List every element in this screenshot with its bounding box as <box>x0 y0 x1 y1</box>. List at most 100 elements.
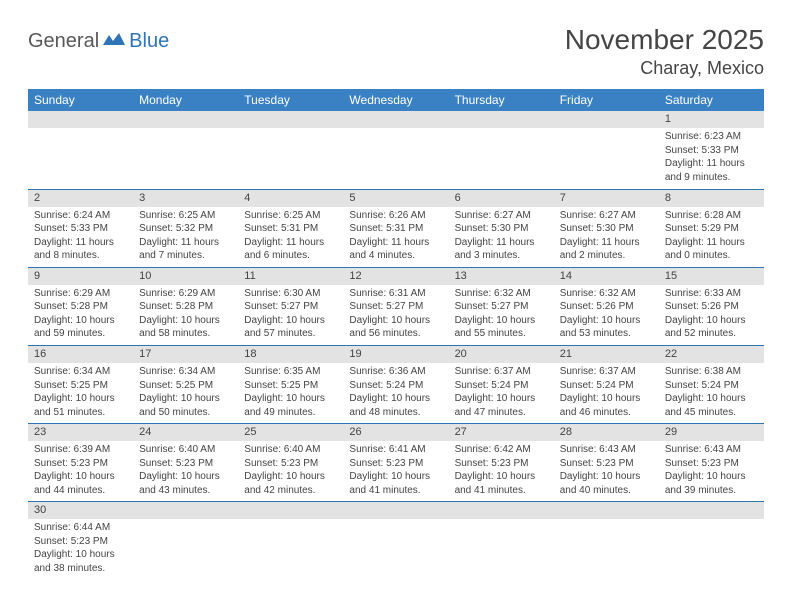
sunrise-line: Sunrise: 6:30 AM <box>244 287 337 301</box>
sunrise-line: Sunrise: 6:43 AM <box>560 443 653 457</box>
calendar-cell: 5Sunrise: 6:26 AMSunset: 5:31 PMDaylight… <box>343 189 448 267</box>
sunrise-line: Sunrise: 6:24 AM <box>34 209 127 223</box>
calendar-week-row: 30Sunrise: 6:44 AMSunset: 5:23 PMDayligh… <box>28 502 764 580</box>
sunset-line: Sunset: 5:23 PM <box>665 457 758 471</box>
calendar-table: SundayMondayTuesdayWednesdayThursdayFrid… <box>28 89 764 580</box>
sunset-line: Sunset: 5:26 PM <box>665 300 758 314</box>
day-number: 1 <box>659 111 764 128</box>
sunset-line: Sunset: 5:33 PM <box>34 222 127 236</box>
calendar-cell: 30Sunrise: 6:44 AMSunset: 5:23 PMDayligh… <box>28 502 133 580</box>
day-number: 19 <box>343 346 448 363</box>
calendar-cell <box>554 111 659 189</box>
day-number: 25 <box>238 424 343 441</box>
day-number: 20 <box>449 346 554 363</box>
sunrise-line: Sunrise: 6:23 AM <box>665 130 758 144</box>
daylight-line: Daylight: 11 hours and 7 minutes. <box>139 236 232 263</box>
daylight-line: Daylight: 10 hours and 40 minutes. <box>560 470 653 497</box>
daylight-line: Daylight: 10 hours and 49 minutes. <box>244 392 337 419</box>
daylight-line: Daylight: 11 hours and 9 minutes. <box>665 157 758 184</box>
day-number: 4 <box>238 190 343 207</box>
calendar-week-row: 16Sunrise: 6:34 AMSunset: 5:25 PMDayligh… <box>28 345 764 423</box>
sunset-line: Sunset: 5:23 PM <box>244 457 337 471</box>
calendar-week-row: 1Sunrise: 6:23 AMSunset: 5:33 PMDaylight… <box>28 111 764 189</box>
day-number: 28 <box>554 424 659 441</box>
day-details: Sunrise: 6:35 AMSunset: 5:25 PMDaylight:… <box>238 363 343 423</box>
daylight-line: Daylight: 11 hours and 6 minutes. <box>244 236 337 263</box>
day-details: Sunrise: 6:25 AMSunset: 5:32 PMDaylight:… <box>133 207 238 267</box>
day-details: Sunrise: 6:36 AMSunset: 5:24 PMDaylight:… <box>343 363 448 423</box>
daylight-line: Daylight: 11 hours and 3 minutes. <box>455 236 548 263</box>
sunrise-line: Sunrise: 6:26 AM <box>349 209 442 223</box>
sunrise-line: Sunrise: 6:43 AM <box>665 443 758 457</box>
day-details <box>554 128 659 178</box>
sunset-line: Sunset: 5:29 PM <box>665 222 758 236</box>
day-number: 6 <box>449 190 554 207</box>
day-number: 24 <box>133 424 238 441</box>
weekday-header: Sunday <box>28 89 133 111</box>
day-number: 14 <box>554 268 659 285</box>
day-number: 5 <box>343 190 448 207</box>
day-number: 8 <box>659 190 764 207</box>
daylight-line: Daylight: 10 hours and 41 minutes. <box>349 470 442 497</box>
day-details: Sunrise: 6:34 AMSunset: 5:25 PMDaylight:… <box>28 363 133 423</box>
day-number: 11 <box>238 268 343 285</box>
day-details: Sunrise: 6:40 AMSunset: 5:23 PMDaylight:… <box>238 441 343 501</box>
day-details: Sunrise: 6:42 AMSunset: 5:23 PMDaylight:… <box>449 441 554 501</box>
sunrise-line: Sunrise: 6:32 AM <box>455 287 548 301</box>
calendar-cell: 3Sunrise: 6:25 AMSunset: 5:32 PMDaylight… <box>133 189 238 267</box>
day-details: Sunrise: 6:37 AMSunset: 5:24 PMDaylight:… <box>554 363 659 423</box>
daylight-line: Daylight: 10 hours and 53 minutes. <box>560 314 653 341</box>
sunrise-line: Sunrise: 6:42 AM <box>455 443 548 457</box>
day-number: 13 <box>449 268 554 285</box>
sunset-line: Sunset: 5:30 PM <box>560 222 653 236</box>
day-number: 18 <box>238 346 343 363</box>
sunrise-line: Sunrise: 6:29 AM <box>34 287 127 301</box>
day-details: Sunrise: 6:29 AMSunset: 5:28 PMDaylight:… <box>133 285 238 345</box>
day-number <box>28 111 133 128</box>
daylight-line: Daylight: 10 hours and 56 minutes. <box>349 314 442 341</box>
day-number <box>133 502 238 519</box>
day-details <box>554 519 659 569</box>
sunrise-line: Sunrise: 6:29 AM <box>139 287 232 301</box>
calendar-cell: 27Sunrise: 6:42 AMSunset: 5:23 PMDayligh… <box>449 424 554 502</box>
day-number: 7 <box>554 190 659 207</box>
calendar-cell: 15Sunrise: 6:33 AMSunset: 5:26 PMDayligh… <box>659 267 764 345</box>
sunset-line: Sunset: 5:28 PM <box>34 300 127 314</box>
day-details: Sunrise: 6:41 AMSunset: 5:23 PMDaylight:… <box>343 441 448 501</box>
sunset-line: Sunset: 5:25 PM <box>139 379 232 393</box>
day-details: Sunrise: 6:43 AMSunset: 5:23 PMDaylight:… <box>659 441 764 501</box>
calendar-cell <box>133 111 238 189</box>
calendar-cell <box>238 502 343 580</box>
day-number <box>554 502 659 519</box>
day-details: Sunrise: 6:32 AMSunset: 5:27 PMDaylight:… <box>449 285 554 345</box>
calendar-cell: 16Sunrise: 6:34 AMSunset: 5:25 PMDayligh… <box>28 345 133 423</box>
day-number: 30 <box>28 502 133 519</box>
calendar-cell <box>28 111 133 189</box>
logo-text-general: General <box>28 30 99 53</box>
calendar-cell: 1Sunrise: 6:23 AMSunset: 5:33 PMDaylight… <box>659 111 764 189</box>
daylight-line: Daylight: 11 hours and 4 minutes. <box>349 236 442 263</box>
sunset-line: Sunset: 5:23 PM <box>560 457 653 471</box>
sunrise-line: Sunrise: 6:34 AM <box>139 365 232 379</box>
calendar-week-row: 23Sunrise: 6:39 AMSunset: 5:23 PMDayligh… <box>28 424 764 502</box>
sunset-line: Sunset: 5:27 PM <box>244 300 337 314</box>
day-number: 22 <box>659 346 764 363</box>
sunset-line: Sunset: 5:26 PM <box>560 300 653 314</box>
sunset-line: Sunset: 5:24 PM <box>560 379 653 393</box>
calendar-week-row: 2Sunrise: 6:24 AMSunset: 5:33 PMDaylight… <box>28 189 764 267</box>
day-details: Sunrise: 6:30 AMSunset: 5:27 PMDaylight:… <box>238 285 343 345</box>
day-details <box>659 519 764 569</box>
day-number: 21 <box>554 346 659 363</box>
weekday-header-row: SundayMondayTuesdayWednesdayThursdayFrid… <box>28 89 764 111</box>
sunrise-line: Sunrise: 6:37 AM <box>560 365 653 379</box>
logo-text-blue: Blue <box>129 30 169 53</box>
day-details: Sunrise: 6:23 AMSunset: 5:33 PMDaylight:… <box>659 128 764 188</box>
sunset-line: Sunset: 5:24 PM <box>665 379 758 393</box>
sunset-line: Sunset: 5:25 PM <box>244 379 337 393</box>
sunset-line: Sunset: 5:28 PM <box>139 300 232 314</box>
sunrise-line: Sunrise: 6:25 AM <box>139 209 232 223</box>
day-number <box>133 111 238 128</box>
day-number: 3 <box>133 190 238 207</box>
day-number: 26 <box>343 424 448 441</box>
calendar-body: 1Sunrise: 6:23 AMSunset: 5:33 PMDaylight… <box>28 111 764 580</box>
